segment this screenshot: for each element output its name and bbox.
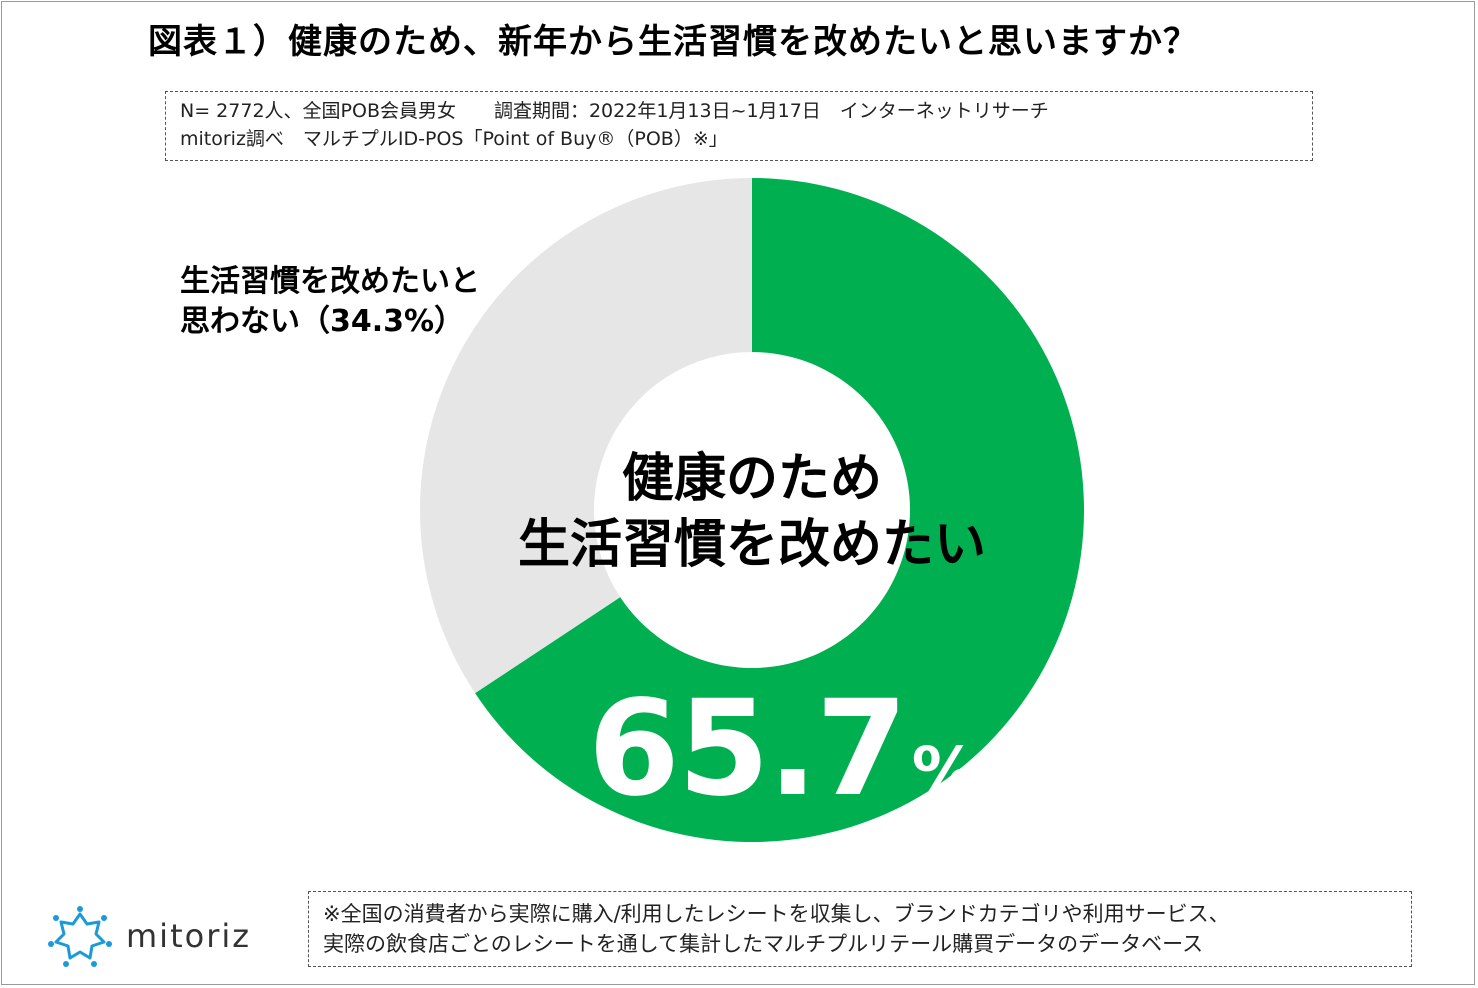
slice-label-no: 生活習慣を改めたいと 思わない（34.3%） (180, 262, 480, 342)
mitoriz-logo: mitoriz (48, 904, 251, 968)
mitoriz-logo-text: mitoriz (126, 917, 252, 955)
chart-title: 図表１）健康のため、新年から生活習慣を改めたいと思いますか？ (148, 22, 1198, 62)
slice-label-no-line2: 思わない（34.3%） (180, 304, 465, 339)
source-info-box: N= 2772人、全国POB会員男女 調査期間：2022年1月13日~1月17日… (165, 91, 1313, 161)
footnote-line-2: 実際の飲食店ごとのレシートを通して集計したマルチプルリテール購買データのデータベ… (323, 932, 1204, 956)
center-label-yes-line1: 健康のため (621, 449, 882, 509)
footnote-line-1: ※全国の消費者から実際に購入/利用したレシートを収集し、ブランドカテゴリや利用サ… (323, 902, 1230, 926)
mitoriz-logo-icon (48, 906, 112, 967)
slice-label-no-line1: 生活習慣を改めたいと (180, 264, 480, 299)
data-label-yes: 65.7% (588, 672, 978, 826)
slice-yes (475, 178, 1085, 842)
data-label-yes-unit: % (911, 733, 978, 810)
source-line-2: mitoriz調べ マルチプルID-POS「Point of Buy®（POB）… (180, 128, 728, 150)
slice-no (420, 177, 752, 694)
footnote-box: ※全国の消費者から実際に購入/利用したレシートを収集し、ブランドカテゴリや利用サ… (308, 891, 1412, 967)
center-label-yes-line2: 生活習慣を改めたい (517, 515, 986, 575)
source-line-1: N= 2772人、全国POB会員男女 調査期間：2022年1月13日~1月17日… (180, 100, 1049, 122)
center-label-yes: 健康のため 生活習慣を改めたい (452, 446, 1052, 578)
data-label-yes-value: 65.7 (588, 672, 908, 826)
